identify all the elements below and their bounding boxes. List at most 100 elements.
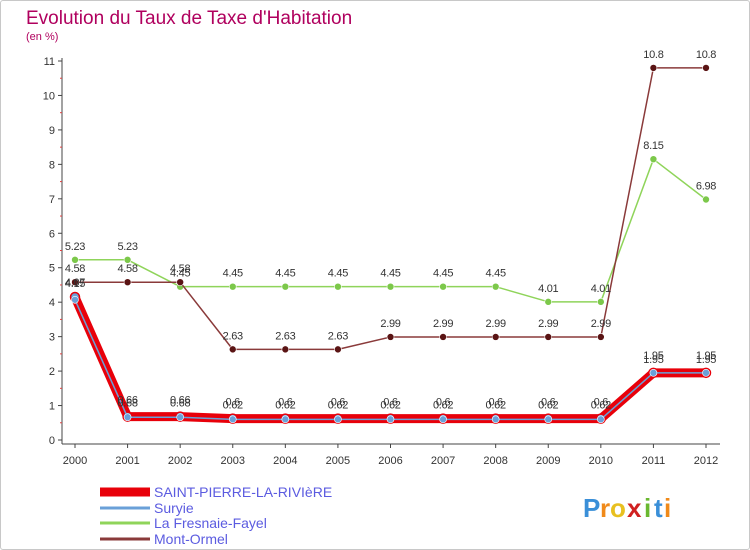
data-point: [228, 282, 237, 291]
data-label: 1.95: [643, 350, 663, 362]
data-point: [491, 415, 500, 424]
data-point: [71, 256, 79, 264]
x-tick-label: 2004: [273, 455, 297, 467]
data-point: [281, 345, 290, 354]
data-label: 10.8: [696, 49, 716, 61]
y-tick-label: 4: [49, 297, 55, 309]
y-tick-label: 6: [49, 228, 55, 240]
data-point: [71, 278, 79, 286]
data-point: [71, 295, 79, 304]
data-label: 0.6: [383, 396, 398, 408]
data-label: 8.15: [643, 140, 663, 152]
x-tick-label: 2000: [63, 455, 87, 467]
y-tick-label: 1: [49, 401, 55, 413]
data-label: 4.01: [538, 283, 558, 295]
data-label: 0.6: [278, 396, 293, 408]
data-point: [544, 298, 553, 306]
data-label: 4.45: [433, 268, 453, 280]
y-tick-label: 10: [43, 90, 55, 102]
data-label: 5.23: [65, 241, 85, 253]
data-point: [597, 333, 605, 341]
data-label: 0.62: [380, 400, 400, 412]
data-label: 0.6: [541, 396, 556, 408]
x-tick-label: 2005: [326, 455, 350, 467]
data-point: [334, 282, 342, 291]
data-point: [439, 333, 447, 341]
y-tick-label: 7: [49, 194, 55, 206]
logo-letter: o: [610, 493, 626, 523]
data-label: 4.58: [117, 263, 137, 275]
y-tick-label: 9: [49, 125, 55, 137]
data-label: 4.45: [275, 268, 295, 280]
x-tick-label: 2012: [694, 455, 718, 467]
data-point: [544, 415, 553, 424]
data-point: [386, 282, 395, 291]
data-point: [649, 64, 658, 72]
legend-label: SAINT-PIERRE-LA-RIVIèRE: [154, 484, 332, 500]
x-tick-label: 2011: [642, 455, 666, 467]
data-point: [228, 415, 237, 424]
legend-label: Mont-Ormel: [154, 531, 228, 547]
data-point: [491, 333, 500, 341]
data-label: 0.6: [488, 396, 503, 408]
data-point: [649, 155, 658, 163]
x-tick-label: 2009: [536, 455, 560, 467]
data-label: 0.68: [170, 398, 190, 410]
logo-letter: i: [664, 493, 671, 523]
logo-letter: t: [654, 493, 663, 523]
data-label: 2.63: [328, 330, 348, 342]
logo-letter: P: [583, 493, 600, 523]
logo-letter: i: [644, 493, 651, 523]
data-point: [439, 282, 447, 291]
data-label: 4.15: [65, 278, 85, 290]
data-point: [491, 282, 500, 291]
data-label: 0.66: [117, 394, 137, 406]
data-label: 2.99: [538, 318, 558, 330]
data-label: 0.62: [486, 400, 506, 412]
data-point: [176, 413, 184, 422]
data-label: 0.62: [538, 400, 558, 412]
logo-letter: x: [627, 493, 642, 523]
data-label: 1.95: [696, 354, 716, 366]
chart-subtitle: (en %): [26, 31, 58, 43]
y-tick-label: 3: [49, 332, 55, 344]
data-label: 5.23: [117, 241, 137, 253]
x-tick-label: 2002: [168, 455, 192, 467]
data-point: [597, 415, 605, 424]
data-point: [597, 298, 605, 306]
data-labels: 5.23 5.23 4.45 4.45 4.45 4.45 4.45 4.45 4.45 4.01…: [65, 49, 717, 412]
y-tick-label: 11: [44, 56, 55, 68]
chart-title: Evolution du Taux de Taxe d'Habitation: [26, 8, 352, 29]
data-label: 4.45: [380, 268, 400, 280]
data-label: 2.63: [223, 330, 243, 342]
data-label: 2.99: [591, 318, 611, 330]
data-label: 0.6: [226, 396, 241, 408]
data-label: 0.6: [594, 396, 609, 408]
data-label: 0.6: [331, 396, 346, 408]
series-line: [75, 67, 706, 351]
y-tick-label: 5: [49, 263, 55, 275]
logo-letter: r: [600, 493, 610, 523]
data-label: 2.99: [486, 318, 506, 330]
data-label: 4.07: [65, 277, 85, 289]
data-point: [702, 64, 710, 72]
data-label: 0.62: [275, 400, 295, 412]
data-point: [334, 415, 342, 424]
data-point: [123, 256, 132, 264]
axes: 0 1 2 3 4 5 6 7 8 9 10 11 2000 2001 2002 2003 2004 2005 20…: [43, 56, 720, 467]
x-tick-label: 2010: [589, 455, 613, 467]
data-point: [334, 345, 342, 354]
data-label: 10.8: [643, 49, 663, 61]
legend-label: Suryie: [154, 500, 194, 516]
data-label: 6.98: [696, 181, 716, 193]
data-label: 0.66: [170, 394, 190, 406]
data-label: 4.45: [328, 268, 348, 280]
data-point: [228, 345, 237, 354]
data-label: 0.62: [223, 400, 243, 412]
data-point: [176, 278, 184, 286]
data-point: [702, 369, 710, 377]
data-label: 4.45: [486, 268, 506, 280]
